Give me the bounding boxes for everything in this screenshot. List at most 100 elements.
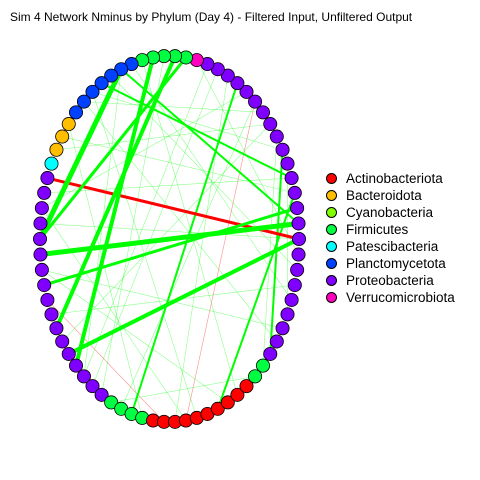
node bbox=[33, 231, 48, 246]
edge-positive bbox=[41, 269, 283, 329]
edge-positive bbox=[92, 91, 283, 151]
legend-item: Bacteroidota bbox=[326, 187, 455, 204]
node bbox=[69, 358, 84, 373]
legend-swatch bbox=[326, 173, 337, 184]
edge-positive bbox=[196, 59, 299, 255]
edge-positive bbox=[141, 60, 238, 395]
edge-positive bbox=[101, 56, 165, 395]
legend-label: Firmicutes bbox=[346, 222, 409, 237]
node bbox=[40, 292, 55, 307]
node bbox=[284, 292, 299, 307]
node bbox=[49, 142, 64, 157]
legend: Actinobacteriota Bacteroidota Cyanobacteri… bbox=[326, 170, 455, 306]
node bbox=[220, 68, 235, 83]
node bbox=[255, 358, 270, 373]
node bbox=[44, 156, 59, 171]
edge-positive bbox=[101, 82, 293, 179]
node bbox=[275, 142, 290, 157]
edge-layer bbox=[37, 55, 300, 423]
node bbox=[291, 216, 306, 231]
node bbox=[290, 262, 305, 277]
edge-positive bbox=[216, 192, 296, 410]
legend-swatch bbox=[326, 258, 337, 269]
edge-positive bbox=[56, 123, 271, 151]
legend-label: Bacteroidota bbox=[346, 188, 422, 203]
edge-positive bbox=[40, 220, 299, 258]
node bbox=[255, 105, 270, 120]
legend-label: Planctomycetota bbox=[346, 256, 446, 271]
legend-item: Patescibacteria bbox=[326, 238, 455, 255]
edge-positive bbox=[61, 123, 271, 342]
legend-item: Proteobacteria bbox=[326, 272, 455, 289]
node bbox=[248, 369, 263, 384]
edge-positive bbox=[54, 55, 177, 330]
edge-negative bbox=[185, 101, 256, 421]
node bbox=[94, 387, 109, 402]
legend-label: Actinobacteriota bbox=[346, 171, 443, 186]
legend-item: Planctomycetota bbox=[326, 255, 455, 272]
node bbox=[44, 307, 59, 322]
node bbox=[85, 379, 100, 394]
edge-positive bbox=[67, 237, 300, 356]
node bbox=[230, 76, 245, 91]
node bbox=[85, 84, 100, 99]
edge-positive bbox=[62, 136, 295, 194]
node bbox=[263, 346, 278, 361]
node bbox=[230, 387, 245, 402]
edge-positive bbox=[83, 63, 208, 377]
node bbox=[37, 185, 52, 200]
edge-positive bbox=[74, 56, 155, 367]
edge-positive bbox=[40, 223, 300, 240]
legend-swatch bbox=[326, 224, 337, 235]
node bbox=[34, 201, 49, 216]
legend-item: Actinobacteriota bbox=[326, 170, 455, 187]
legend-label: Patescibacteria bbox=[346, 239, 439, 254]
node bbox=[290, 201, 305, 216]
node bbox=[33, 247, 48, 262]
node bbox=[269, 129, 284, 144]
edge-positive bbox=[83, 101, 264, 113]
node bbox=[210, 401, 225, 416]
node bbox=[61, 346, 76, 361]
legend-label: Proteobacteria bbox=[346, 273, 434, 288]
node bbox=[291, 247, 306, 262]
edge-positive bbox=[120, 101, 256, 409]
node bbox=[248, 94, 263, 109]
plot-title: Sim 4 Network Nminus by Phylum (Day 4) -… bbox=[10, 10, 413, 24]
node bbox=[284, 171, 299, 186]
edge-positive bbox=[41, 207, 187, 421]
edge-positive bbox=[262, 136, 278, 366]
edge-positive bbox=[41, 91, 247, 209]
edge-positive bbox=[68, 123, 143, 418]
legend-item: Cyanobacteria bbox=[326, 204, 455, 221]
legend-swatch bbox=[326, 275, 337, 286]
node bbox=[40, 171, 55, 186]
edge-positive bbox=[111, 376, 256, 403]
legend-label: Cyanobacteria bbox=[346, 205, 434, 220]
node bbox=[280, 156, 295, 171]
edge-positive bbox=[174, 75, 229, 422]
edge-positive bbox=[37, 68, 124, 241]
node-layer bbox=[33, 49, 306, 429]
legend-item: Verrucomicrobiota bbox=[326, 289, 455, 306]
node bbox=[280, 307, 295, 322]
node bbox=[291, 231, 306, 246]
node bbox=[34, 262, 49, 277]
node bbox=[37, 278, 52, 293]
legend-label: Verrucomicrobiota bbox=[346, 290, 455, 305]
node bbox=[220, 395, 235, 410]
node bbox=[69, 105, 84, 120]
node bbox=[287, 185, 302, 200]
node bbox=[94, 76, 109, 91]
edge-positive bbox=[130, 82, 239, 415]
node bbox=[55, 129, 70, 144]
node bbox=[269, 334, 284, 349]
node bbox=[104, 395, 119, 410]
node bbox=[287, 278, 302, 293]
edge-negative bbox=[47, 299, 165, 423]
node bbox=[49, 321, 64, 336]
legend-item: Firmicutes bbox=[326, 221, 455, 238]
node bbox=[239, 84, 254, 99]
node bbox=[76, 94, 91, 109]
